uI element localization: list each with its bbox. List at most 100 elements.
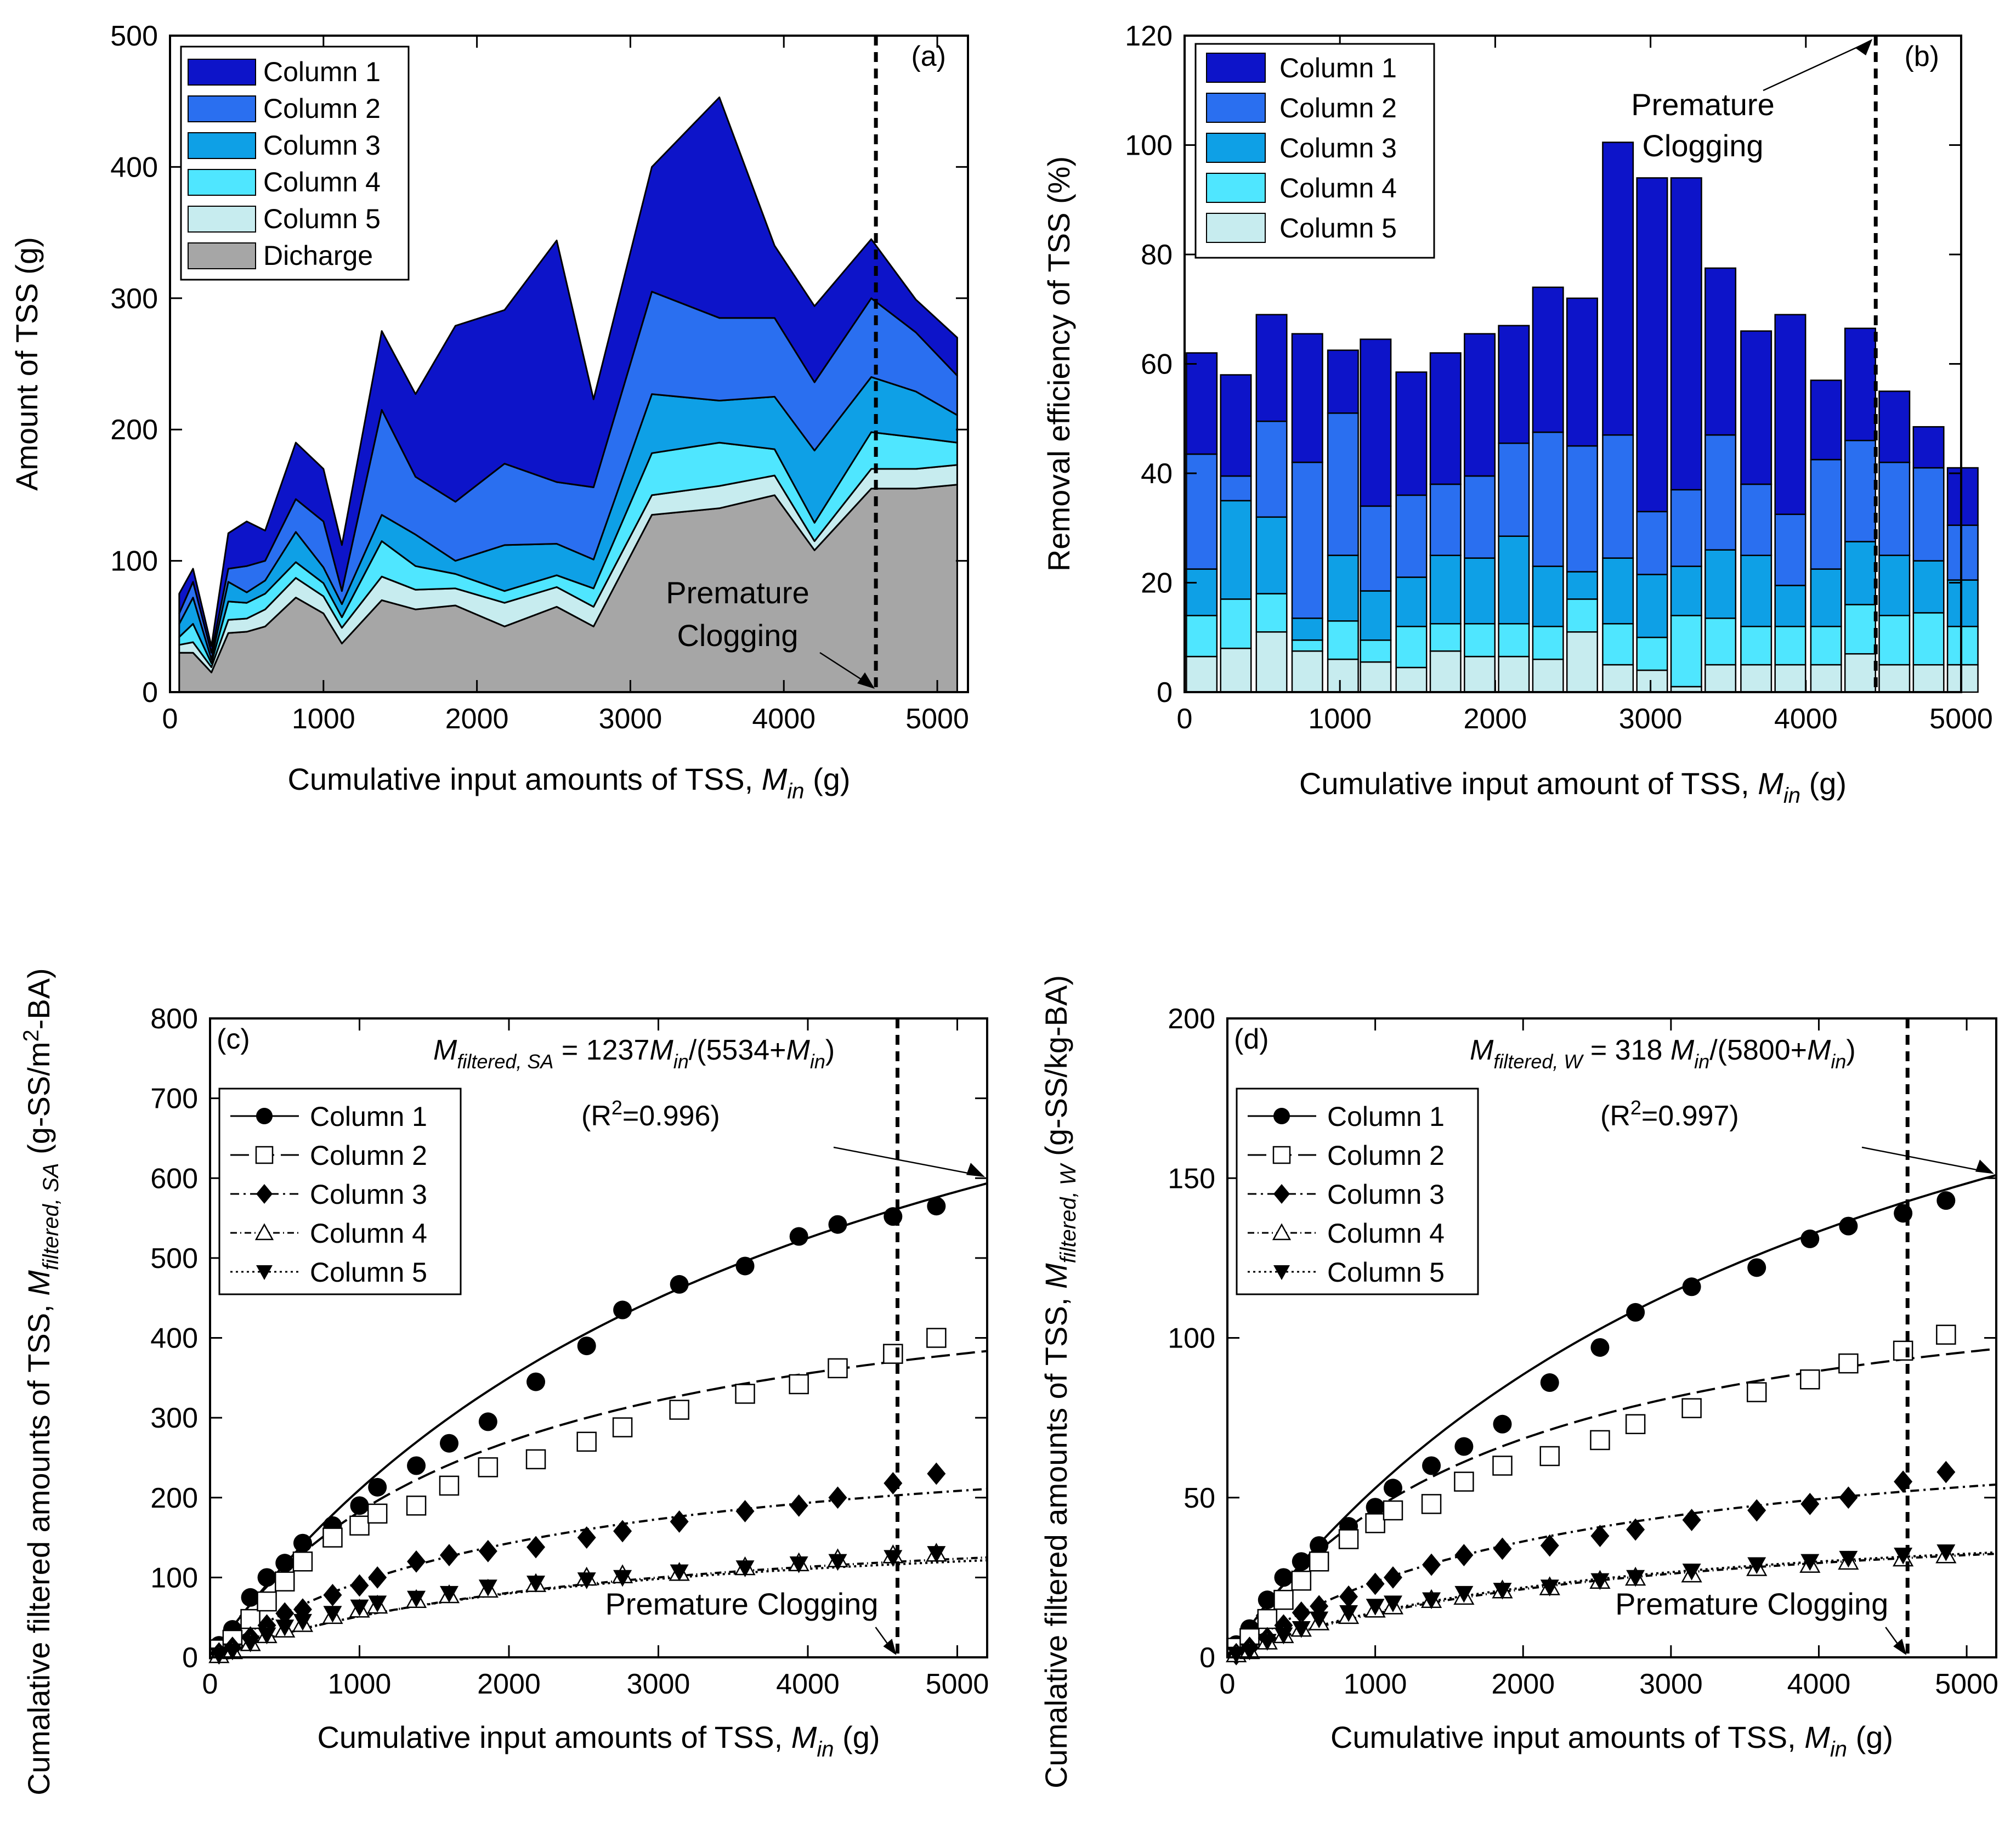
- data-point-column-5: [1454, 1585, 1474, 1603]
- panel-c-eq-rhs-a: = 1237: [553, 1034, 649, 1066]
- panel-a-legend-swatch: [188, 132, 256, 159]
- data-point-column-5: [577, 1572, 596, 1589]
- data-point-column-2: [926, 1328, 947, 1348]
- bar-segment-column-3: [1498, 535, 1530, 625]
- data-point-column-5: [223, 1643, 242, 1661]
- bar-segment-column-3: [1636, 574, 1668, 638]
- bar-segment-column-4: [1360, 639, 1392, 663]
- panel-c-legend-marker: [256, 1184, 273, 1204]
- bar-segment-column-4: [1636, 637, 1668, 671]
- panel-c-r2-a: (R: [581, 1100, 611, 1132]
- data-point-column-2: [349, 1515, 370, 1536]
- bar-segment-column-5: [1360, 661, 1392, 693]
- panel-c-r2-sup: 2: [611, 1096, 622, 1119]
- data-point-column-5: [927, 1546, 946, 1563]
- data-point-column-1: [478, 1412, 497, 1431]
- panel-d-scatter-chart: 0 1000 2000 3000 4000 5000 0 50 100 150 200 (d) Mfil…: [1039, 975, 1998, 1788]
- panel-a-x-axis-label: Cumulative input amounts of TSS, Min (g): [287, 762, 850, 803]
- bar-segment-column-4: [1498, 623, 1530, 658]
- bar-segment-column-4: [1255, 593, 1288, 633]
- bar-segment-column-5: [1255, 631, 1288, 693]
- data-point-column-2: [669, 1400, 689, 1420]
- data-point-column-5: [1493, 1583, 1512, 1600]
- panel-d-x-axis-symbol: M: [1804, 1720, 1830, 1754]
- bar-segment-column-1: [1946, 467, 1979, 526]
- panel-b-x-axis-symbol-sub: in: [1783, 784, 1800, 808]
- data-point-column-3: [1454, 1544, 1474, 1566]
- panel-c-eq-lhs: M: [433, 1034, 457, 1066]
- panel-c-legend-label: Column 1: [310, 1101, 427, 1132]
- bar-segment-column-5: [1878, 664, 1911, 693]
- bar-segment-column-3: [1360, 590, 1392, 641]
- data-point-column-3: [1366, 1572, 1385, 1595]
- panel-c-y-tick-label: 500: [150, 1243, 198, 1275]
- panel-d-legend-marker: [1272, 1223, 1292, 1241]
- panel-d-eq-rhs-in2: in: [1831, 1050, 1846, 1073]
- panel-d-x-tick-label: 3000: [1639, 1668, 1703, 1700]
- data-point-column-5: [1936, 1544, 1956, 1561]
- data-point-column-3: [735, 1500, 755, 1522]
- data-point-column-2: [1681, 1398, 1702, 1418]
- panel-c-y-tick-label: 100: [150, 1562, 198, 1594]
- bar-segment-column-3: [1740, 554, 1773, 627]
- panel-b-y-tick-label: 20: [1141, 568, 1173, 599]
- bar-segment-column-1: [1844, 327, 1876, 441]
- panel-c-y-tick-label: 200: [150, 1482, 198, 1514]
- bar-segment-column-1: [1912, 426, 1945, 469]
- panel-b-annotation-line-1: Premature: [1631, 87, 1774, 122]
- bar-segment-column-3: [1532, 565, 1564, 627]
- panel-a-y-axis-label: Amount of TSS (g): [9, 237, 44, 491]
- panel-c-r2-b: =0.996): [622, 1100, 720, 1132]
- panel-c-scatter-chart: 0 1000 2000 3000 4000 5000 0 100 200 300 400 500 600…: [19, 968, 989, 1795]
- bar-segment-column-3: [1704, 549, 1737, 619]
- data-point-column-1: [275, 1554, 295, 1573]
- data-point-column-2: [576, 1431, 597, 1452]
- bar-segment-column-5: [1704, 664, 1737, 693]
- panel-d-legend-label: Column 2: [1327, 1140, 1445, 1171]
- panel-b-y-tick-label: 60: [1141, 349, 1173, 381]
- data-point-column-5: [1383, 1595, 1402, 1612]
- panel-c-x-axis-label-text: Cumulative input amounts of TSS,: [317, 1720, 791, 1754]
- bar-segment-column-2: [1810, 458, 1842, 570]
- data-point-column-1: [1747, 1258, 1766, 1277]
- data-point-column-1: [1894, 1204, 1913, 1223]
- panel-d-equation-arrow: [1861, 1146, 1992, 1174]
- bar-segment-column-2: [1220, 475, 1252, 502]
- data-point-column-1: [1454, 1437, 1474, 1456]
- bar-segment-column-4: [1291, 639, 1323, 652]
- bar-segment-column-1: [1566, 297, 1598, 447]
- bar-segment-column-4: [1912, 612, 1945, 666]
- panel-a-y-tick-label: 0: [142, 677, 158, 709]
- panel-d-eq-rhs-b: /(5800+: [1709, 1034, 1807, 1066]
- data-point-column-3: [789, 1494, 808, 1517]
- bar-segment-column-4: [1704, 618, 1737, 666]
- bar-segment-column-2: [1740, 483, 1773, 556]
- bar-segment-column-1: [1291, 333, 1323, 463]
- fit-curve-column-3: [1226, 1483, 1997, 1658]
- data-point-column-2: [1492, 1456, 1513, 1476]
- panel-d-legend-marker: [1273, 1265, 1290, 1280]
- data-point-column-2: [275, 1571, 295, 1592]
- bar-segment-column-3: [1220, 500, 1252, 600]
- data-point-column-3: [1747, 1499, 1766, 1522]
- data-point-column-1: [1366, 1498, 1385, 1517]
- bar-segment-column-3: [1912, 560, 1945, 614]
- panel-c-x-tick-label: 2000: [477, 1668, 541, 1700]
- panel-a-x-tick-label: 5000: [905, 703, 969, 735]
- data-point-column-5: [275, 1620, 295, 1637]
- bar-segment-column-5: [1844, 653, 1876, 693]
- data-point-column-2: [1338, 1529, 1359, 1549]
- data-point-column-5: [1540, 1579, 1559, 1596]
- panel-b-annotation-line-2: Clogging: [1642, 128, 1763, 163]
- panel-b-y-tick-label: 100: [1125, 130, 1173, 162]
- data-point-column-2: [406, 1496, 427, 1516]
- data-point-column-3: [1339, 1585, 1358, 1608]
- panel-c-y-axis-symbol: M: [21, 1270, 56, 1296]
- panel-c-eq-rhs-m2: M: [786, 1034, 811, 1066]
- panel-d-eq-lhs: M: [1470, 1034, 1494, 1066]
- panel-a-x-axis-symbol-sub: in: [787, 779, 804, 803]
- bar-segment-column-2: [1704, 434, 1737, 551]
- bar-segment-column-5: [1498, 655, 1530, 693]
- panel-d-y-tick-label: 50: [1183, 1482, 1215, 1514]
